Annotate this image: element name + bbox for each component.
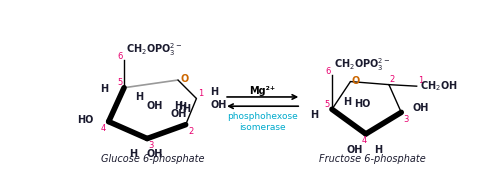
Text: H: H — [309, 110, 318, 120]
Text: H: H — [173, 101, 182, 111]
Text: 5: 5 — [117, 78, 122, 87]
Text: 1: 1 — [197, 89, 203, 98]
Text: H: H — [342, 97, 350, 107]
Text: CH$_2$OPO$_3^{2-}$: CH$_2$OPO$_3^{2-}$ — [333, 56, 389, 73]
Text: OH: OH — [411, 103, 427, 113]
Text: 6: 6 — [117, 52, 122, 61]
Text: 5: 5 — [324, 100, 329, 109]
Text: 3: 3 — [402, 115, 407, 124]
Text: 4: 4 — [101, 124, 106, 133]
Text: HO: HO — [354, 99, 370, 109]
Text: H: H — [373, 145, 381, 155]
Text: 2: 2 — [389, 75, 394, 84]
Text: phosphohexose
isomerase: phosphohexose isomerase — [227, 112, 298, 132]
Text: OH: OH — [346, 145, 363, 155]
Text: Glucose 6-phosphate: Glucose 6-phosphate — [101, 154, 204, 164]
Text: Mg²⁺: Mg²⁺ — [249, 86, 275, 96]
Text: 3: 3 — [148, 141, 154, 150]
Text: OH: OH — [146, 149, 163, 159]
Text: H: H — [210, 87, 218, 97]
Text: O: O — [351, 76, 360, 86]
Text: HO: HO — [77, 115, 93, 125]
Text: 6: 6 — [325, 67, 330, 76]
Text: CH$_2$OH: CH$_2$OH — [419, 79, 456, 93]
Text: 1: 1 — [417, 76, 423, 85]
Text: O: O — [180, 74, 188, 84]
Text: OH: OH — [210, 100, 226, 110]
Text: 4: 4 — [361, 136, 366, 145]
Text: CH$_2$OPO$_3^{2-}$: CH$_2$OPO$_3^{2-}$ — [125, 41, 182, 58]
Text: 2: 2 — [187, 127, 193, 136]
Text: Fructose 6-phosphate: Fructose 6-phosphate — [318, 154, 424, 164]
Text: OH: OH — [146, 101, 163, 111]
Text: H: H — [177, 102, 185, 112]
Text: H: H — [129, 149, 137, 159]
Text: H: H — [135, 92, 143, 102]
Text: H: H — [181, 104, 189, 114]
Text: H: H — [100, 84, 108, 94]
Text: OH: OH — [170, 109, 186, 119]
